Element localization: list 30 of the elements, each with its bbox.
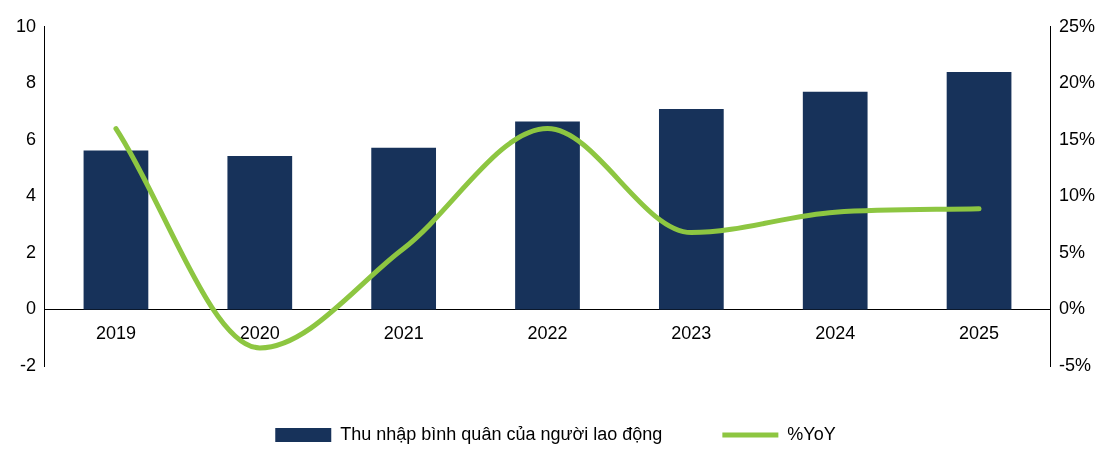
- y-tick-label: 2: [26, 241, 37, 262]
- x-tick-label: 2025: [959, 323, 1000, 344]
- bar: [83, 150, 149, 310]
- bar: [946, 72, 1012, 310]
- x-tick-label: 2023: [671, 323, 712, 344]
- y-tick-label: 4: [26, 185, 37, 206]
- x-tick-label: 2019: [95, 323, 136, 344]
- y-tick-label: -2: [20, 354, 37, 375]
- y2-tick-label: 25%: [1058, 15, 1095, 36]
- y2-tick-label: 0%: [1058, 298, 1085, 319]
- x-tick-label: 2020: [239, 323, 280, 344]
- y2-tick-label: 20%: [1058, 72, 1095, 93]
- y-tick-label: 0: [26, 298, 37, 319]
- y2-tick-label: -5%: [1058, 354, 1091, 375]
- y-tick-label: 10: [15, 15, 37, 36]
- legend-label: Thu nhập bình quân của người lao động: [340, 423, 663, 444]
- y2-tick-label: 5%: [1058, 241, 1085, 262]
- bar: [371, 147, 437, 310]
- bar: [515, 121, 580, 310]
- y-tick-label: 8: [26, 72, 37, 93]
- x-tick-label: 2022: [527, 323, 568, 344]
- y2-tick-label: 10%: [1058, 185, 1095, 206]
- y2-tick-label: 15%: [1058, 128, 1095, 149]
- bar: [658, 109, 724, 310]
- y-tick-label: 6: [26, 128, 37, 149]
- x-tick-label: 2021: [383, 323, 424, 344]
- legend-label: %YoY: [787, 423, 836, 444]
- x-tick-label: 2024: [815, 323, 856, 344]
- bar: [227, 155, 293, 310]
- bar: [802, 91, 868, 310]
